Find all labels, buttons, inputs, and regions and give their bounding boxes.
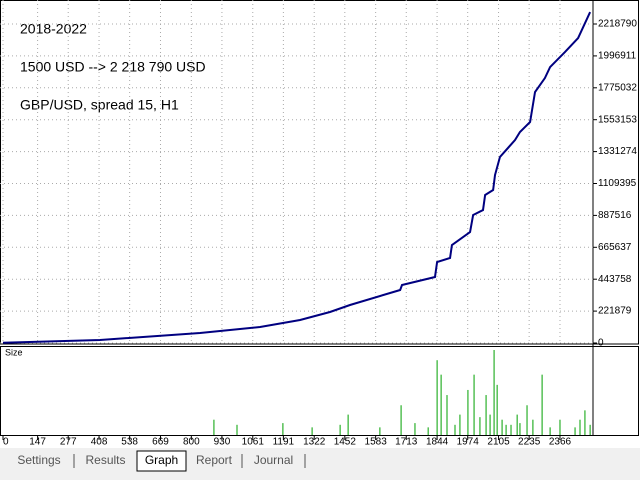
tab[interactable]: Report bbox=[196, 453, 233, 467]
tab-bar bbox=[0, 448, 640, 480]
y-tick-label: 1553153 bbox=[598, 114, 637, 125]
x-tick-label: 1061 bbox=[242, 437, 265, 448]
x-tick-label: 930 bbox=[214, 437, 231, 448]
x-tick-label: 277 bbox=[60, 437, 77, 448]
y-tick-label: 665637 bbox=[598, 242, 632, 253]
tab[interactable]: Results bbox=[85, 453, 125, 467]
equity-line bbox=[2, 11, 592, 344]
annotation: 2018-2022 bbox=[20, 21, 87, 37]
tab[interactable]: Settings bbox=[17, 453, 60, 467]
tab[interactable]: Graph bbox=[145, 453, 178, 467]
x-tick-label: 1583 bbox=[365, 437, 388, 448]
y-tick-label: 1775032 bbox=[598, 82, 637, 93]
x-tick-label: 538 bbox=[121, 437, 138, 448]
x-tick-label: 2105 bbox=[487, 437, 510, 448]
size-panel bbox=[0, 346, 639, 436]
y-tick-label: 1109395 bbox=[598, 178, 637, 189]
x-tick-label: 147 bbox=[29, 437, 46, 448]
x-tick-label: 1974 bbox=[457, 437, 480, 448]
y-tick-label: 221879 bbox=[598, 306, 632, 317]
size-panel-title: Size bbox=[5, 347, 23, 357]
y-tick-label: 1331274 bbox=[598, 146, 637, 157]
x-tick-label: 408 bbox=[91, 437, 108, 448]
x-tick-label: 1191 bbox=[273, 437, 295, 448]
x-tick-label: 2366 bbox=[549, 437, 572, 448]
tab[interactable]: Journal bbox=[254, 453, 293, 467]
x-tick-label: 1844 bbox=[426, 437, 449, 448]
y-tick-label: 1996911 bbox=[598, 51, 637, 62]
y-tick-label: 0 bbox=[598, 338, 604, 349]
x-tick-label: 669 bbox=[152, 437, 169, 448]
y-tick-label: 2218790 bbox=[598, 19, 637, 30]
x-tick-label: 1322 bbox=[303, 437, 326, 448]
y-tick-label: 887516 bbox=[598, 210, 632, 221]
annotation: 1500 USD --> 2 218 790 USD bbox=[20, 59, 206, 75]
main-panel bbox=[0, 0, 639, 345]
active-tab bbox=[136, 450, 187, 472]
x-tick-label: 2235 bbox=[518, 437, 541, 448]
x-tick-label: 1452 bbox=[334, 437, 357, 448]
x-tick-label: 800 bbox=[183, 437, 200, 448]
y-tick-label: 443758 bbox=[598, 274, 632, 285]
x-tick-label: 1713 bbox=[395, 437, 418, 448]
x-tick-label: 0 bbox=[3, 437, 9, 448]
